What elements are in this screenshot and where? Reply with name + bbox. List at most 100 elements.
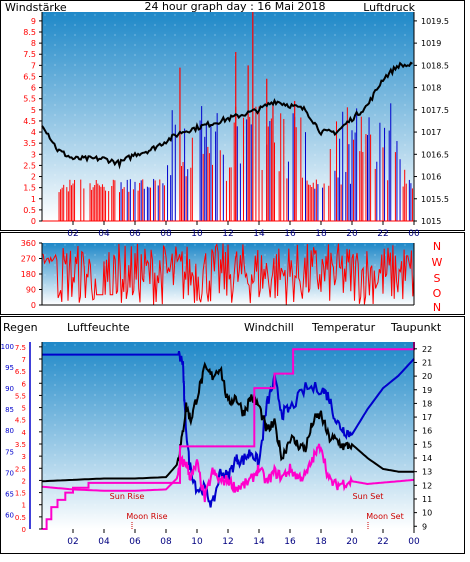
rain-tick-label: 4.5 [15, 417, 26, 425]
y-tick-label: 180 [21, 270, 36, 279]
x-tick-label: 08 [160, 537, 172, 547]
y-left-tick-label: 2 [31, 173, 36, 182]
y-right-tick-label: 1016.5 [421, 150, 449, 159]
x-tick-label: 18 [315, 229, 327, 239]
y-right-tick-label: 1015.5 [421, 195, 449, 204]
compass-letter: N [433, 240, 441, 253]
temperature-humidity-chart: Sun Rise Moon Rise Sun Set Moon Set 0 0.5 1 1.5… [1, 342, 432, 547]
wind-axis-label: Windstärke [5, 1, 67, 14]
y-right-tick-label: 1017.5 [421, 106, 449, 115]
y-left-tick-label: 5 [31, 106, 36, 115]
y-left-tick-label: 6.5 [23, 72, 36, 81]
y-left-tick-label: 9 [31, 17, 36, 26]
x-tick-label: 20 [346, 229, 358, 239]
y-left-tick-label: 0 [31, 217, 36, 226]
sun-rise-label: Sun Rise [110, 492, 145, 501]
rain-tick-label: 2.5 [15, 465, 26, 473]
x-tick-label: 12 [222, 229, 233, 239]
x-tick-label: 04 [98, 537, 110, 547]
x-tick-label: 00 [408, 537, 420, 547]
x-tick-label: 02 [67, 537, 78, 547]
moon-set-label: Moon Set [366, 512, 403, 521]
y-right-tick-label: 1018.5 [421, 61, 449, 70]
humidity-tick-label: 95 [5, 364, 14, 372]
legend-taupunkt: Taupunkt [390, 321, 442, 334]
y-left-tick-label: 4.5 [23, 117, 36, 126]
x-tick-label: 16 [284, 229, 296, 239]
rain-tick-label: 7.5 [15, 344, 26, 352]
y-left-tick-label: 7.5 [23, 50, 36, 59]
humidity-line [42, 350, 415, 508]
x-tick-label: 16 [284, 537, 296, 547]
rain-tick-label: 2 [22, 477, 26, 485]
y-left-tick-label: 0.5 [23, 206, 36, 215]
rain-tick-label: 0.5 [15, 514, 26, 522]
y-left-tick-label: 5.5 [23, 95, 36, 104]
y-right-tick-label: 1016 [421, 173, 441, 182]
y-right-tick-label: 1017 [421, 128, 441, 137]
rain-tick-label: 5.5 [15, 392, 26, 400]
temp-tick-label: 20 [422, 372, 432, 381]
x-tick-label: 10 [191, 537, 203, 547]
pressure-axis-label: Luftdruck [363, 1, 415, 14]
rain-tick-label: 1.5 [15, 490, 26, 498]
legend-regen: Regen [3, 321, 38, 334]
humidity-tick-label: 85 [5, 406, 14, 414]
temp-tick-label: 15 [422, 440, 432, 449]
legend-luftfeuchte: Luftfeuchte [67, 321, 130, 334]
moon-rise-label: Moon Rise [126, 512, 167, 521]
x-tick-label: 10 [191, 229, 203, 239]
temp-tick-label: 11 [422, 495, 432, 504]
rain-tick-label: 6.5 [15, 368, 26, 376]
x-tick-label: 20 [346, 537, 358, 547]
compass-letter: N [433, 301, 441, 314]
x-tick-label: 12 [222, 537, 233, 547]
sun-set-label: Sun Set [353, 492, 384, 501]
y-tick-label: 0 [31, 301, 36, 310]
rain-tick-label: 1 [22, 502, 26, 510]
y-tick-label: 90 [26, 286, 36, 295]
y-right-tick-label: 1019 [421, 39, 441, 48]
rain-tick-label: 5 [22, 405, 26, 413]
temp-tick-label: 16 [422, 427, 432, 436]
x-tick-label: 06 [129, 229, 141, 239]
y-left-tick-label: 3 [31, 150, 36, 159]
temp-tick-label: 22 [422, 345, 432, 354]
humidity-tick-label: 75 [5, 448, 14, 456]
rain-line [42, 342, 415, 530]
temp-tick-label: 10 [422, 509, 432, 518]
x-tick-label: 02 [67, 229, 78, 239]
humidity-tick-label: 65 [5, 490, 14, 498]
wind-direction-line [41, 243, 415, 306]
temp-tick-label: 21 [422, 358, 432, 367]
y-left-tick-label: 1 [31, 195, 36, 204]
y-tick-label: 270 [21, 255, 36, 264]
humidity-tick-label: 90 [5, 385, 14, 393]
x-tick-label: 22 [377, 537, 388, 547]
humidity-tick-label: 70 [5, 469, 14, 477]
humidity-tick-label: 60 [5, 511, 14, 519]
y-left-tick-label: 4 [31, 128, 36, 137]
rain-tick-label: 3.5 [15, 441, 26, 449]
y-left-tick-label: 7 [31, 61, 36, 70]
rain-tick-label: 6 [22, 380, 27, 388]
wind-pressure-chart: 00.511.522.533.544.555.566.577.588.59101… [23, 12, 449, 239]
y-left-tick-label: 8 [31, 39, 36, 48]
x-tick-label: 08 [160, 229, 172, 239]
humidity-tick-label: 100 [1, 343, 14, 351]
y-left-tick-label: 6 [31, 84, 36, 93]
humidity-tick-label: 80 [5, 427, 14, 435]
legend-temperatur: Temperatur [311, 321, 376, 334]
y-right-tick-label: 1019.5 [421, 17, 449, 26]
x-tick-label: 14 [253, 229, 265, 239]
rain-tick-label: 7 [22, 356, 26, 364]
temp-tick-label: 13 [422, 468, 432, 477]
compass-letter: O [433, 287, 442, 300]
y-right-tick-label: 1018 [421, 84, 441, 93]
x-tick-label: 14 [253, 537, 265, 547]
rain-tick-label: 0 [22, 526, 26, 534]
rain-tick-label: 3 [22, 453, 26, 461]
compass-letter: S [434, 272, 441, 285]
x-tick-label: 00 [408, 229, 420, 239]
